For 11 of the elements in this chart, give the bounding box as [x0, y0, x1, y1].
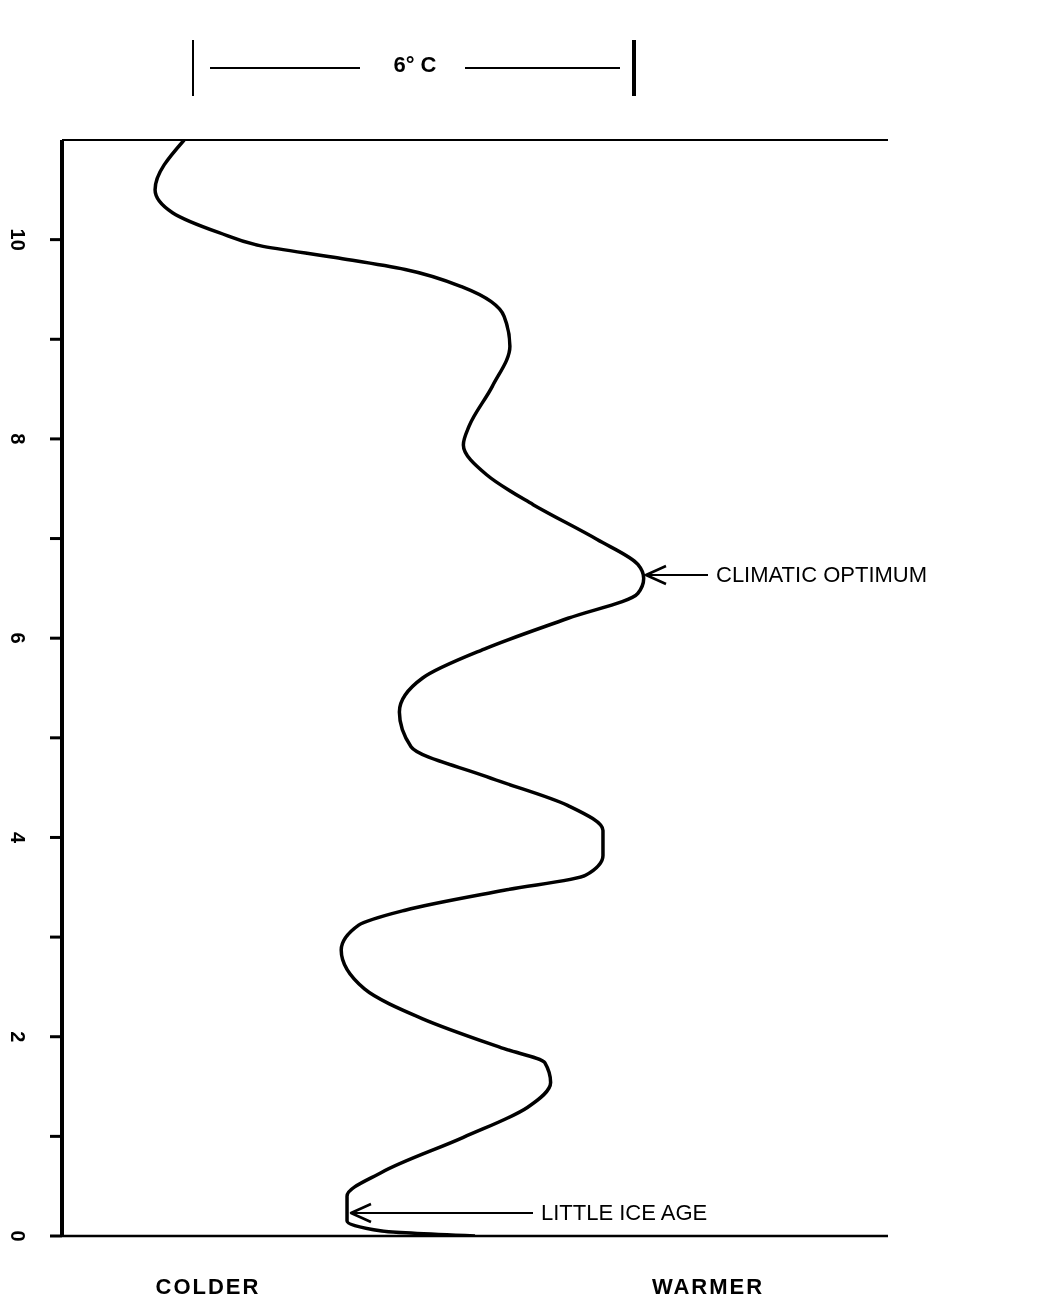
y-tick-label: 0: [7, 1230, 29, 1242]
text: CLIMATIC OPTIMUM: [716, 562, 928, 588]
text: COLDER: [154, 1274, 262, 1300]
text: WARMER: [650, 1274, 766, 1300]
y-tick-label: 10: [7, 228, 29, 251]
annotation: LITTLE ICE AGE: [541, 1200, 708, 1226]
text: 6° C: [392, 52, 438, 78]
y-tick-label: 2: [7, 1031, 29, 1043]
y-tick-label: 8: [7, 433, 29, 445]
y-tick-label: 4: [7, 831, 29, 844]
y-tick-label: 6: [7, 632, 29, 644]
